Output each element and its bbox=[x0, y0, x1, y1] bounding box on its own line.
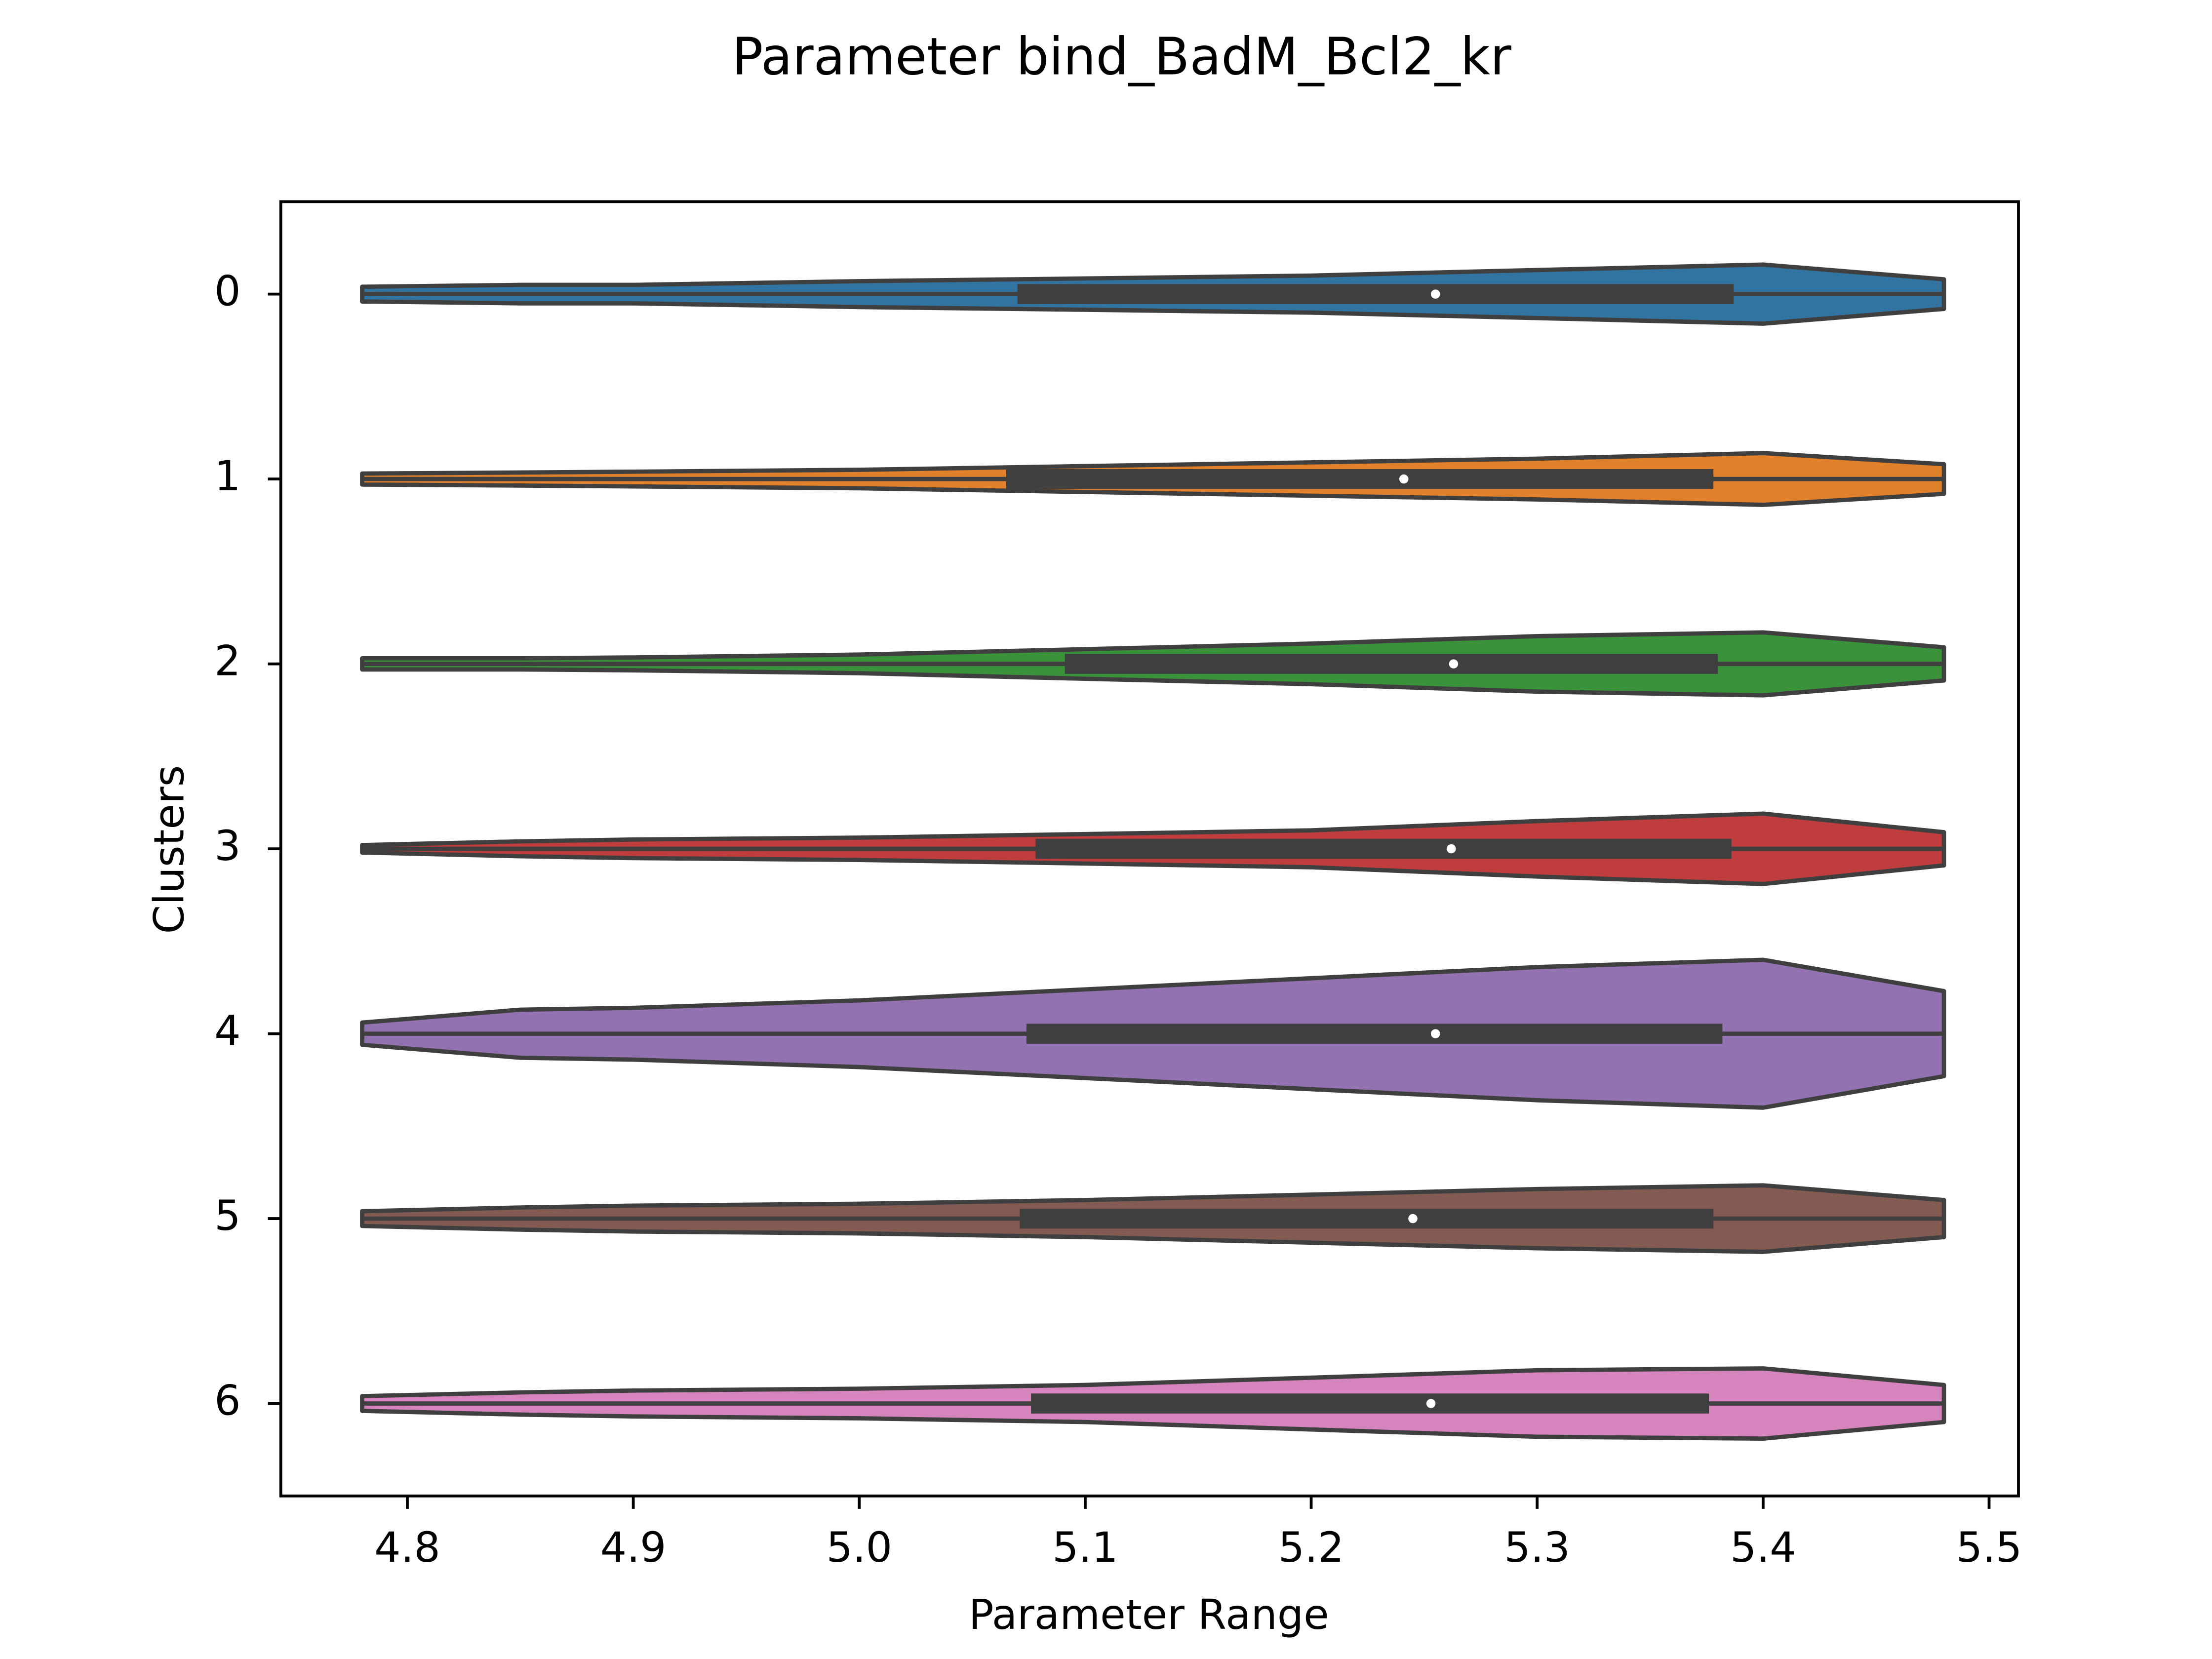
median-dot bbox=[1426, 1399, 1436, 1408]
box bbox=[1017, 284, 1734, 304]
chart-title: Parameter bind_BadM_Bcl2_kr bbox=[732, 26, 1512, 86]
box bbox=[1020, 1208, 1714, 1229]
box bbox=[1006, 469, 1714, 489]
box bbox=[1031, 1393, 1709, 1414]
box bbox=[1026, 1024, 1723, 1044]
y-axis-label: Clusters bbox=[145, 765, 193, 934]
x-tick-label: 5.0 bbox=[826, 1523, 892, 1572]
y-tick-label: 4 bbox=[214, 1007, 240, 1055]
x-tick-label: 5.1 bbox=[1052, 1523, 1118, 1572]
median-dot bbox=[1431, 289, 1440, 299]
x-tick-label: 4.9 bbox=[600, 1523, 667, 1572]
median-dot bbox=[1408, 1214, 1418, 1224]
box bbox=[1065, 654, 1718, 674]
median-dot bbox=[1399, 474, 1409, 484]
box bbox=[1035, 838, 1732, 859]
y-tick-label: 0 bbox=[214, 267, 240, 316]
y-tick-label: 5 bbox=[214, 1191, 240, 1240]
x-tick-label: 5.5 bbox=[1956, 1523, 2022, 1572]
x-axis-label: Parameter Range bbox=[969, 1590, 1329, 1639]
y-tick-label: 2 bbox=[214, 637, 240, 685]
x-tick-label: 5.4 bbox=[1730, 1523, 1796, 1572]
x-tick-label: 4.8 bbox=[374, 1523, 440, 1572]
median-dot bbox=[1449, 659, 1459, 669]
y-tick-label: 1 bbox=[214, 452, 240, 500]
y-tick-label: 3 bbox=[214, 822, 240, 870]
x-tick-label: 5.3 bbox=[1504, 1523, 1570, 1572]
median-dot bbox=[1447, 844, 1456, 854]
y-tick-label: 6 bbox=[214, 1376, 240, 1424]
median-dot bbox=[1431, 1029, 1440, 1038]
x-tick-label: 5.2 bbox=[1278, 1523, 1344, 1572]
